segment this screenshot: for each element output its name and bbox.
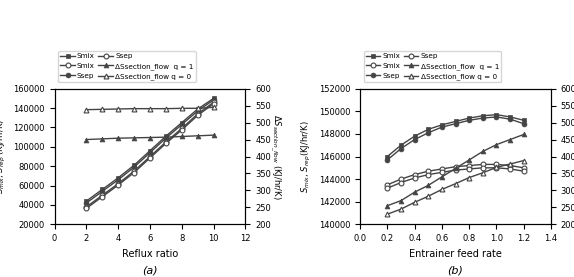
X-axis label: Entrainer feed rate: Entrainer feed rate <box>409 249 502 259</box>
Y-axis label: $S_{mix}$, $S_{rep}$ (KJ/hr/K): $S_{mix}$, $S_{rep}$ (KJ/hr/K) <box>0 119 7 194</box>
Y-axis label: $\Delta S_{section\_flow}$ (KJ/hr/K): $\Delta S_{section\_flow}$ (KJ/hr/K) <box>267 114 282 199</box>
Y-axis label: $S_{mix}$, $S_{rep}$(KJ/hr/K): $S_{mix}$, $S_{rep}$(KJ/hr/K) <box>300 120 313 193</box>
Legend: Smix, Smix, Ssep, Ssep, ΔSsection_flow  q = 1, ΔSsection_flow q = 0: Smix, Smix, Ssep, Ssep, ΔSsection_flow q… <box>364 51 501 82</box>
Text: (a): (a) <box>142 265 158 275</box>
Legend: Smix, Smix, Ssep, Ssep, ΔSsection_flow  q = 1, ΔSsection_flow q = 0: Smix, Smix, Ssep, Ssep, ΔSsection_flow q… <box>58 51 196 82</box>
Text: (b): (b) <box>448 265 463 275</box>
X-axis label: Reflux ratio: Reflux ratio <box>122 249 178 259</box>
Y-axis label: $\Delta S_{section\_flow}$ (KJ/hr/K): $\Delta S_{section\_flow}$ (KJ/hr/K) <box>573 114 574 199</box>
